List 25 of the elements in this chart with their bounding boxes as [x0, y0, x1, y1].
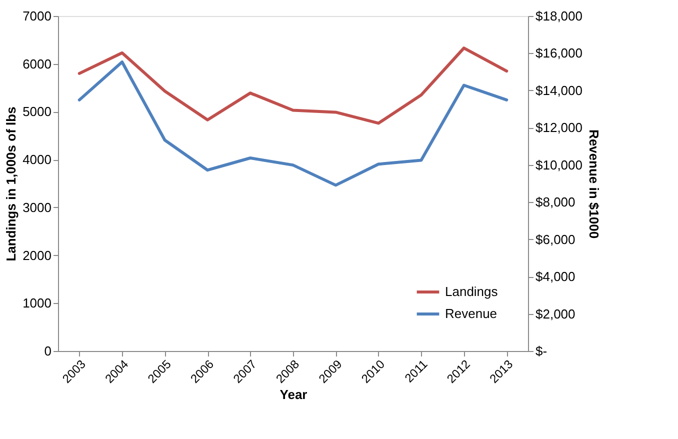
y2-tick-label: $4,000: [536, 269, 576, 284]
y2-tick-label: $10,000: [536, 157, 582, 172]
y2-tick-label: $6,000: [536, 232, 576, 247]
legend-label: Landings: [445, 284, 498, 299]
y2-tick-label: $2,000: [536, 306, 576, 322]
y-tick-label: 4000: [22, 152, 52, 168]
y-tick-label: 7000: [22, 8, 52, 24]
y-tick-label: 1000: [22, 296, 52, 311]
line-series: [78, 46, 508, 125]
y-tick-label: 5000: [22, 104, 52, 120]
y2-tick-label: $8,000: [536, 194, 576, 210]
y-tick-label: 3000: [22, 200, 52, 215]
y2-tick-label: $12,000: [536, 120, 582, 136]
y2-tick-label: $14,000: [536, 82, 582, 98]
y2-axis-title: Revenue in $1000: [586, 129, 602, 239]
y-tick-label: 0: [44, 344, 52, 358]
x-axis-title: Year: [280, 387, 308, 402]
y-tick-label: 6000: [22, 56, 52, 72]
legend-label: Revenue: [445, 306, 498, 321]
y-tick-label: 2000: [22, 248, 52, 263]
y2-tick-label: $-: [536, 344, 548, 358]
line-series: [78, 60, 508, 187]
y2-tick-label: $16,000: [536, 46, 582, 61]
y2-tick-label: $18,000: [536, 8, 582, 24]
y-axis-title: Landings in 1,000s of lbs: [4, 106, 19, 262]
